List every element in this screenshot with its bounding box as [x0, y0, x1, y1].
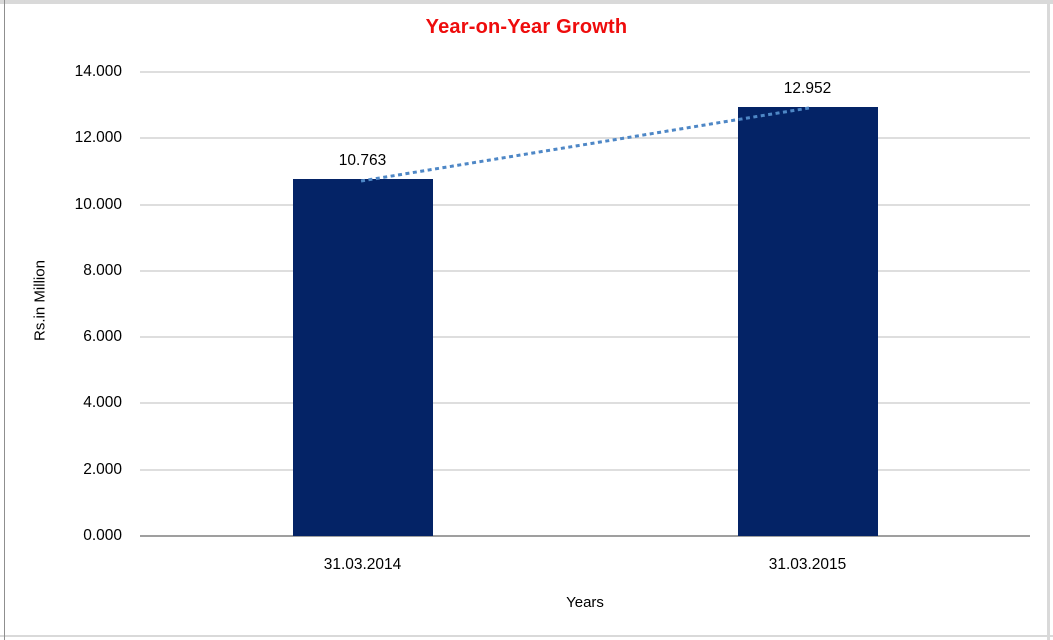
frame-border-top — [0, 0, 1053, 4]
bar-31.03.2015 — [737, 106, 878, 536]
frame-border-right — [1047, 0, 1050, 640]
frame-border-left — [4, 0, 5, 640]
x-axis-line — [140, 535, 1030, 537]
chart-title: Year-on-Year Growth — [425, 16, 628, 38]
gridline — [140, 269, 1030, 272]
x-axis-title: Years — [566, 594, 604, 611]
trendline-layer — [360, 106, 810, 183]
y-tick-label: 2.000 — [83, 460, 122, 478]
bar-data-label: 10.763 — [338, 152, 387, 170]
gridline — [140, 137, 1030, 140]
y-tick-label: 4.000 — [83, 394, 122, 412]
x-tick-label: 31.03.2014 — [323, 556, 402, 573]
gridline — [140, 468, 1030, 471]
y-tick-label: 6.000 — [83, 328, 122, 346]
x-tick-label: 31.03.2015 — [768, 556, 847, 573]
y-axis-title: Rs.in Million — [31, 260, 49, 341]
y-tick-label: 14.000 — [74, 63, 122, 80]
y-tick-label: 8.000 — [83, 261, 122, 279]
bar-data-label: 12.952 — [783, 79, 832, 97]
gridline — [140, 71, 1030, 73]
gridline — [140, 336, 1030, 339]
plot-area: 10.763 12.952 — [140, 71, 1030, 537]
trendline — [360, 106, 810, 183]
y-tick-label: 12.000 — [74, 129, 122, 147]
frame-border-bottom — [0, 635, 1053, 637]
gridline — [140, 203, 1030, 206]
y-tick-label: 10.000 — [74, 195, 122, 213]
gridline — [140, 402, 1030, 405]
bar-31.03.2014 — [292, 179, 433, 536]
y-tick-label: 0.000 — [83, 527, 122, 544]
